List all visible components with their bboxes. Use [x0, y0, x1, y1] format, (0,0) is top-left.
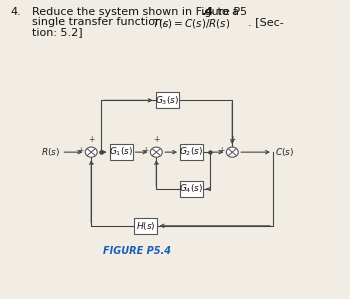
Text: +: + [142, 146, 148, 155]
Circle shape [226, 147, 238, 157]
Text: -: - [155, 159, 159, 169]
FancyBboxPatch shape [110, 144, 133, 160]
Text: +: + [77, 146, 83, 155]
Text: .4: .4 [202, 7, 214, 17]
Text: $G_3(s)$: $G_3(s)$ [155, 94, 179, 107]
Text: single transfer function,: single transfer function, [32, 17, 169, 27]
Text: $G_2(s)$: $G_2(s)$ [180, 146, 204, 158]
FancyBboxPatch shape [180, 181, 203, 197]
Circle shape [85, 147, 97, 157]
Text: +: + [218, 146, 224, 155]
Text: 4.: 4. [10, 7, 21, 17]
FancyBboxPatch shape [180, 144, 203, 160]
Text: +: + [230, 135, 236, 144]
FancyBboxPatch shape [156, 92, 179, 109]
Text: $R(s)$: $R(s)$ [41, 146, 60, 158]
Text: $T(s) = C(s)/R(s)$: $T(s) = C(s)/R(s)$ [152, 17, 231, 30]
Text: FIGURE P5.4: FIGURE P5.4 [103, 246, 172, 256]
Text: to a: to a [214, 7, 238, 17]
Text: $C(s)$: $C(s)$ [275, 146, 294, 158]
Text: Reduce the system shown in Figure P5: Reduce the system shown in Figure P5 [32, 7, 247, 17]
Text: $G_4(s)$: $G_4(s)$ [180, 183, 204, 195]
FancyBboxPatch shape [134, 218, 156, 234]
Text: $G_1(s)$: $G_1(s)$ [109, 146, 133, 158]
Text: tion: 5.2]: tion: 5.2] [32, 27, 82, 37]
Text: +: + [89, 135, 95, 144]
Circle shape [150, 147, 162, 157]
Text: +: + [154, 135, 160, 144]
Text: . [Sec-: . [Sec- [248, 17, 284, 27]
Text: $H(s)$: $H(s)$ [135, 220, 155, 232]
Text: -: - [90, 159, 93, 169]
